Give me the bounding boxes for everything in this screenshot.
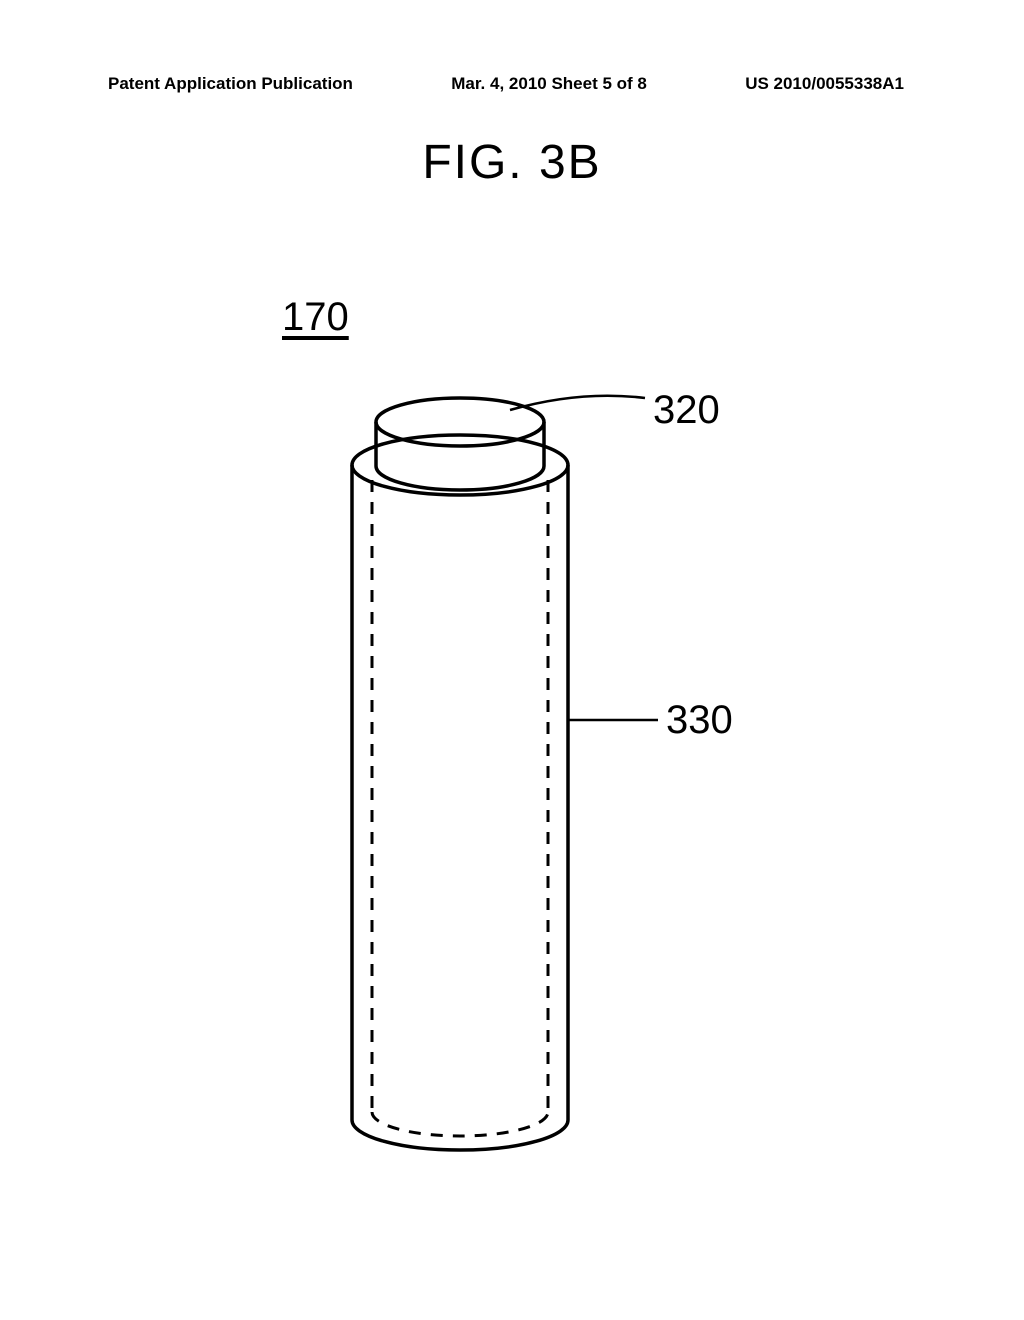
- patent-figure: [310, 380, 760, 1180]
- inner-bottom-dashed-arc: [372, 1112, 548, 1136]
- page-header: Patent Application Publication Mar. 4, 2…: [0, 74, 1024, 94]
- cap-top-ellipse: [376, 398, 544, 446]
- figure-title: FIG. 3B: [0, 135, 1024, 190]
- header-center: Mar. 4, 2010 Sheet 5 of 8: [451, 74, 647, 94]
- cap-bottom-front-arc: [376, 466, 544, 490]
- ref-label-170: 170: [282, 295, 349, 340]
- header-left: Patent Application Publication: [108, 74, 353, 94]
- outer-top-back-arc: [352, 435, 568, 465]
- header-right: US 2010/0055338A1: [745, 74, 904, 94]
